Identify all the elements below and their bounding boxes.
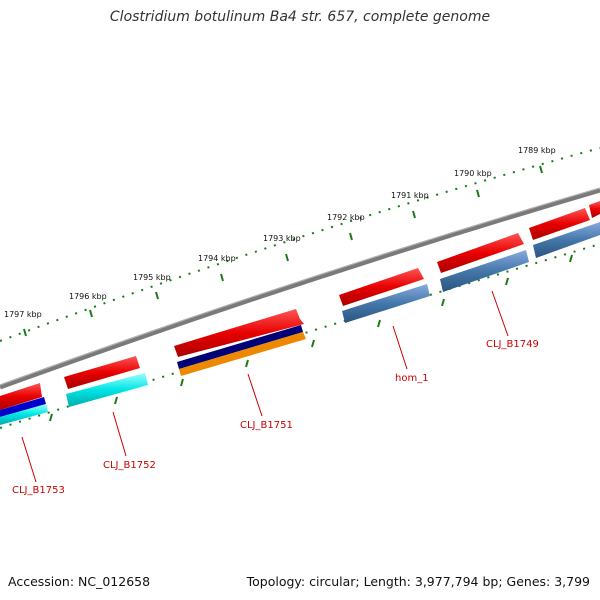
gene-bar[interactable] (66, 373, 148, 407)
gene-label: CLJ_B1751 (240, 420, 293, 431)
gene-arrow[interactable] (174, 309, 304, 357)
gene-bar[interactable] (177, 325, 303, 369)
gene-label: CLJ_B1749 (486, 339, 539, 350)
annotation-genes (0, 222, 600, 425)
gene-label: CLJ_B1753 (12, 485, 65, 496)
gene-label-pointers (21, 290, 509, 483)
gene-arrow[interactable] (0, 383, 42, 410)
scale-labels: 1797 kbp 1796 kbp 1795 kbp 1794 kbp 1793… (4, 146, 556, 319)
gene-arrow[interactable] (589, 201, 600, 218)
gene-bar[interactable] (533, 222, 600, 258)
tick-label: 1790 kbp (454, 169, 492, 178)
gene-bar[interactable] (0, 397, 46, 417)
tick-label: 1792 kbp (327, 213, 365, 222)
tick-label: 1791 kbp (391, 191, 429, 200)
genome-title: Clostridium botulinum Ba4 str. 657, comp… (109, 9, 491, 25)
tick-label: 1794 kbp (198, 254, 236, 263)
tick-label: 1797 kbp (4, 310, 42, 319)
genome-backbone (0, 187, 600, 390)
gene-arrow[interactable] (437, 233, 524, 273)
accession-text: Accession: NC_012658 (8, 574, 151, 589)
gene-label: CLJ_B1752 (103, 460, 156, 471)
gene-bar[interactable] (0, 404, 48, 425)
gene-bar[interactable] (440, 250, 529, 292)
gene-bar[interactable] (179, 332, 306, 376)
gene-arrow[interactable] (529, 208, 590, 240)
forward-genes (0, 201, 600, 410)
tick-label: 1795 kbp (133, 273, 171, 282)
gene-labels: CLJ_B1753 CLJ_B1752 CLJ_B1751 hom_1 CLJ_… (12, 339, 539, 496)
gene-arrow[interactable] (339, 268, 424, 306)
tick-label: 1796 kbp (69, 292, 107, 301)
gene-arrow[interactable] (64, 356, 140, 389)
gene-label: hom_1 (395, 373, 429, 384)
tick-label: 1793 kbp (263, 234, 301, 243)
topology-text: Topology: circular; Length: 3,977,794 bp… (246, 574, 590, 589)
inner-major-ticks (49, 254, 573, 422)
gene-bar[interactable] (342, 284, 430, 323)
tick-label: 1789 kbp (518, 146, 556, 155)
scale-major-ticks (23, 165, 543, 337)
